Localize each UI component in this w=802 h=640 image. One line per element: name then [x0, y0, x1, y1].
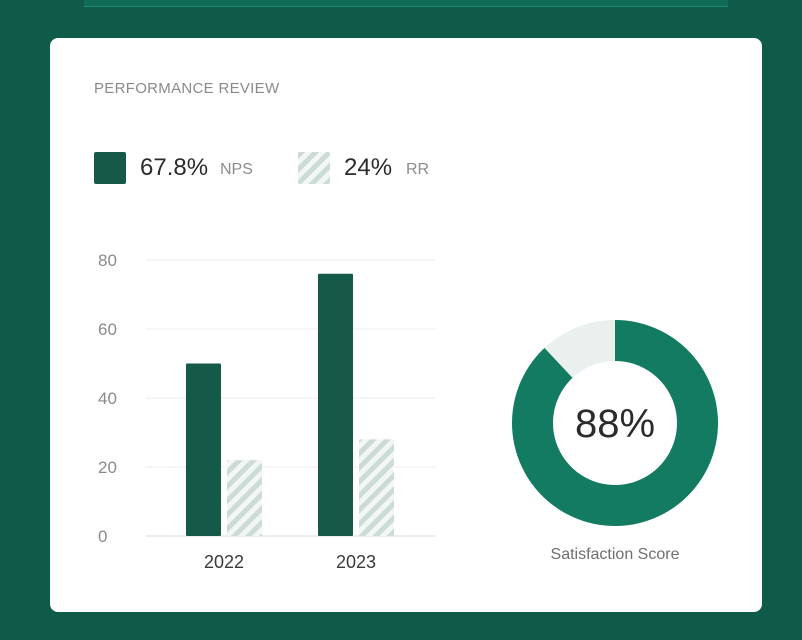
bar-rr-2022: [227, 460, 262, 536]
y-tick-label: 0: [98, 527, 107, 546]
bar-nps-2023: [318, 273, 353, 536]
rr-swatch: [298, 152, 330, 184]
nps-value: 67.8%: [140, 154, 209, 181]
bar-chart: 0 20 40 60 80 2022 2023: [98, 251, 436, 572]
legend-item-nps: 67.8% NPS: [94, 152, 294, 186]
card-title: PERFORMANCE REVIEW: [94, 80, 280, 97]
satisfaction-donut: 88%: [510, 318, 720, 528]
satisfaction-label: Satisfaction Score: [550, 546, 680, 563]
rr-value: 24%: [344, 154, 393, 181]
y-tick-label: 40: [98, 389, 117, 408]
nps-swatch: [94, 152, 126, 184]
nps-label: NPS: [220, 161, 253, 178]
donut-slice-remainder: [544, 320, 615, 378]
y-tick-label: 60: [98, 320, 117, 339]
y-tick-label: 80: [98, 251, 117, 270]
bar-nps-2022: [186, 363, 221, 536]
x-tick-label: 2023: [336, 552, 376, 572]
x-tick-label: 2022: [204, 552, 244, 572]
bar-rr-2023: [359, 439, 394, 536]
top-strip: [84, 0, 728, 7]
y-tick-label: 20: [98, 458, 117, 477]
performance-card: PERFORMANCE REVIEW 67.8% NPS 24% RR 0 20 4…: [50, 38, 762, 612]
legend-item-rr: 24% RR: [298, 152, 478, 186]
rr-label: RR: [406, 161, 430, 178]
donut-slice-score: [512, 320, 718, 526]
donut-center-value: 88%: [575, 402, 655, 446]
